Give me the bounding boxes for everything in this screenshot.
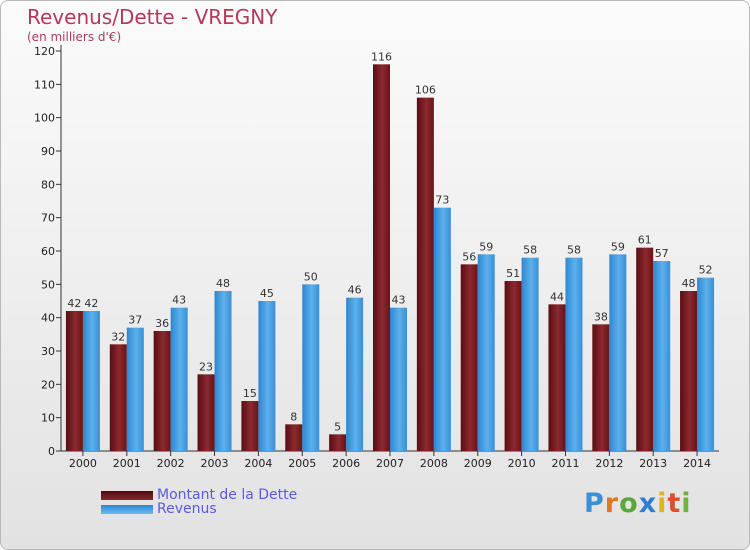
debt-bar [504, 281, 522, 451]
debt-value-label: 51 [506, 267, 520, 280]
y-tick-label: 20 [41, 378, 55, 391]
legend-item-revenue: Revenus [101, 501, 217, 517]
x-tick-label: 2012 [595, 457, 623, 470]
revenue-value-label: 50 [304, 270, 318, 283]
debt-value-label: 42 [67, 297, 81, 310]
y-tick-label: 50 [41, 278, 55, 291]
x-tick-label: 2007 [376, 457, 404, 470]
y-tick-label: 120 [34, 45, 55, 58]
x-tick-label: 2013 [639, 457, 667, 470]
revenue-bar [390, 307, 407, 451]
debt-bar [373, 64, 390, 452]
y-tick-label: 90 [41, 145, 55, 158]
x-tick-label: 2011 [551, 457, 579, 470]
debt-bar [241, 401, 259, 451]
revenue-bar [697, 277, 715, 451]
x-tick-label: 2004 [244, 457, 272, 470]
x-tick-label: 2001 [113, 457, 141, 470]
revenue-value-label: 58 [567, 244, 581, 257]
debt-value-label: 5 [334, 420, 341, 433]
debt-value-label: 32 [111, 330, 125, 343]
debt-bar [329, 434, 347, 451]
debt-value-label: 116 [371, 50, 392, 63]
debt-bar [636, 247, 654, 451]
revenue-bar [214, 291, 232, 451]
debt-bar [153, 331, 171, 451]
revenue-bar [521, 257, 539, 451]
revenue-bar [653, 261, 671, 451]
debt-bar [109, 344, 127, 451]
revenue-bar [346, 297, 364, 451]
revenue-value-label: 48 [216, 277, 230, 290]
revenue-value-label: 58 [523, 244, 537, 257]
debt-value-label: 15 [243, 387, 257, 400]
x-tick-label: 2002 [157, 457, 185, 470]
debt-bar [592, 324, 610, 451]
revenue-value-label: 59 [479, 240, 493, 253]
revenue-bar [609, 254, 627, 451]
revenue-bar [477, 254, 495, 451]
revenue-value-label: 42 [84, 297, 98, 310]
revenue-bar [126, 327, 144, 451]
debt-bar [548, 304, 566, 451]
revenue-bar [302, 284, 320, 451]
debt-value-label: 48 [682, 277, 696, 290]
legend-label-debt: Montant de la Dette [157, 487, 298, 503]
debt-value-label: 38 [594, 310, 608, 323]
debt-value-label: 56 [462, 250, 476, 263]
debt-value-label: 61 [638, 234, 652, 247]
legend-label-revenue: Revenus [157, 501, 217, 517]
x-tick-label: 2003 [201, 457, 229, 470]
legend-swatch-revenue [101, 504, 153, 514]
x-tick-label: 2005 [288, 457, 316, 470]
debt-bar [680, 291, 698, 451]
debt-value-label: 23 [199, 360, 213, 373]
x-tick-label: 2008 [420, 457, 448, 470]
revenue-value-label: 57 [655, 247, 669, 260]
y-tick-label: 0 [48, 445, 55, 458]
x-tick-label: 2000 [69, 457, 97, 470]
x-tick-label: 2010 [508, 457, 536, 470]
y-tick-label: 100 [34, 112, 55, 125]
debt-bar [197, 374, 215, 451]
chart-title: Revenus/Dette - VREGNY [27, 5, 278, 29]
revenue-bar [565, 257, 583, 451]
revenue-value-label: 59 [611, 240, 625, 253]
debt-bar [460, 264, 478, 451]
revenue-value-label: 45 [260, 287, 274, 300]
revenue-value-label: 73 [435, 194, 449, 207]
x-tick-label: 2014 [683, 457, 711, 470]
legend-swatch-debt [101, 490, 153, 500]
y-tick-label: 70 [41, 212, 55, 225]
revenue-bar [258, 301, 276, 451]
revenue-value-label: 43 [392, 294, 406, 307]
debt-bar [285, 424, 303, 451]
revenue-bar [82, 311, 100, 451]
revenue-value-label: 52 [699, 264, 713, 277]
debt-bar [65, 311, 83, 451]
proxiti-logo: Proxiti [584, 488, 692, 519]
x-tick-label: 2009 [464, 457, 492, 470]
y-tick-label: 80 [41, 178, 55, 191]
y-tick-label: 10 [41, 412, 55, 425]
y-tick-label: 30 [41, 345, 55, 358]
legend-item-debt: Montant de la Dette [101, 487, 297, 503]
y-tick-label: 40 [41, 312, 55, 325]
debt-bar [416, 97, 434, 452]
y-tick-label: 110 [34, 78, 55, 91]
debt-value-label: 8 [290, 410, 297, 423]
debt-value-label: 44 [550, 290, 564, 303]
revenue-value-label: 43 [172, 294, 186, 307]
revenue-value-label: 46 [348, 284, 362, 297]
revenue-bar [433, 207, 451, 451]
x-tick-label: 2006 [332, 457, 360, 470]
revenue-value-label: 37 [128, 314, 142, 327]
chart-subtitle: (en milliers d'€) [27, 30, 122, 44]
revenue-bar [170, 307, 188, 451]
debt-value-label: 106 [415, 84, 436, 97]
y-tick-label: 60 [41, 245, 55, 258]
debt-value-label: 36 [155, 317, 169, 330]
